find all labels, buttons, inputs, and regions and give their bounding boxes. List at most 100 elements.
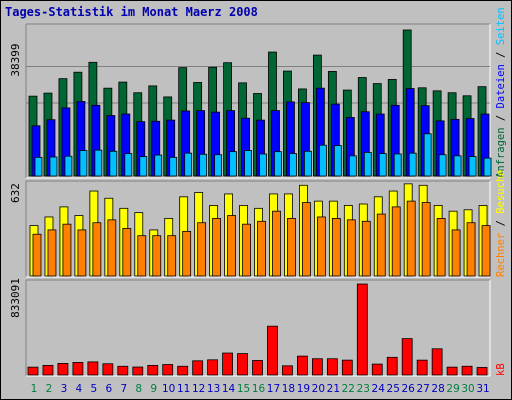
bar-kb (87, 361, 99, 376)
bar-rechner (272, 210, 281, 277)
legend-label: Anfragen / Dateien / Seiten (495, 7, 507, 178)
x-axis-day-label: 6 (105, 383, 112, 395)
bar-seiten (124, 153, 133, 177)
chart-title: Tages-Statistik im Monat Maerz 2008 (5, 5, 258, 19)
bar-seiten (318, 144, 327, 177)
bar-rechner (62, 223, 72, 277)
bar-seiten (259, 153, 267, 177)
bar-seiten (154, 154, 163, 177)
bar-rechner (316, 216, 326, 277)
bar-seiten (139, 156, 148, 177)
bar-kb (147, 364, 159, 376)
bar-seiten (483, 157, 492, 177)
bar-kb (461, 365, 473, 376)
x-axis-day-label: 4 (76, 383, 83, 395)
y-max-label: 833091 (9, 278, 22, 318)
bar-kb (192, 360, 204, 376)
x-axis-day-label: 14 (222, 383, 236, 395)
legend-label-part: / (495, 45, 507, 64)
bar-rechner (197, 222, 207, 277)
x-axis-day-label: 31 (476, 383, 489, 395)
bar-kb (72, 362, 84, 376)
bar-seiten (109, 150, 118, 177)
bar-kb (356, 283, 368, 376)
bar-rechner (212, 218, 222, 277)
x-axis-day-label: 13 (207, 383, 220, 395)
bar-rechner (466, 222, 476, 277)
bar-rechner (92, 222, 102, 277)
bar-kb (446, 366, 458, 376)
bar-seiten (244, 150, 252, 177)
bar-kb (311, 358, 323, 376)
legend-label: Rechner / Besuche (495, 170, 507, 278)
x-axis-day-label: 25 (387, 383, 400, 395)
bar-seiten (304, 150, 312, 177)
bar-seiten (408, 152, 417, 177)
bar-seiten (64, 155, 73, 177)
x-axis-day-label: 21 (327, 383, 340, 395)
bar-rechner (421, 202, 431, 277)
bar-seiten (79, 150, 88, 177)
x-axis-day-label: 29 (446, 383, 459, 395)
bar-kb (282, 365, 293, 376)
legend-label-part: kB (495, 363, 507, 376)
bar-seiten (453, 155, 462, 177)
panel-background (26, 280, 490, 376)
bar-rechner (107, 219, 117, 277)
x-axis-day-label: 28 (431, 383, 444, 395)
bar-kb (117, 365, 129, 376)
legend-label-part: Anfragen (495, 127, 507, 178)
bar-seiten (468, 156, 477, 177)
x-axis-day-label: 22 (342, 383, 355, 395)
bar-kb (341, 359, 353, 376)
x-axis-day-label: 27 (416, 383, 429, 395)
bar-seiten (333, 145, 342, 177)
bar-seiten (169, 156, 178, 177)
bar-seiten (378, 153, 387, 177)
bar-rechner (391, 206, 401, 277)
x-axis-day-label: 24 (372, 383, 386, 395)
bar-seiten (289, 153, 297, 177)
x-axis-day-label: 19 (297, 383, 310, 395)
bar-rechner (77, 229, 87, 277)
x-axis-day-label: 8 (135, 383, 142, 395)
bar-kb (401, 338, 413, 376)
bar-kb (57, 363, 69, 376)
bar-rechner (361, 220, 371, 277)
x-axis-day-label: 10 (162, 383, 175, 395)
legend-label-part: / (495, 108, 507, 127)
legend-label-part: Seiten (495, 7, 507, 45)
bar-rechner (227, 215, 236, 277)
legend-label-part: Rechner (495, 233, 507, 277)
bar-rechner (167, 235, 177, 277)
bar-kb (297, 355, 308, 376)
bar-rechner (346, 219, 356, 277)
bar-rechner (406, 200, 416, 277)
bar-seiten (423, 133, 432, 177)
bar-rechner (376, 213, 386, 277)
bar-rechner (242, 223, 251, 277)
bar-rechner (137, 235, 147, 277)
bar-rechner (47, 229, 57, 277)
bar-rechner (152, 235, 162, 277)
bar-kb (431, 348, 443, 376)
bar-kb (326, 358, 338, 376)
bar-kb (222, 352, 233, 376)
bar-seiten (229, 151, 237, 177)
x-axis-day-label: 30 (461, 383, 474, 395)
x-axis-day-label: 23 (357, 383, 370, 395)
bar-kb (162, 364, 174, 376)
x-axis-day-label: 26 (401, 383, 415, 395)
bar-seiten (363, 152, 372, 177)
bar-seiten (438, 154, 447, 177)
bar-seiten (214, 154, 223, 177)
bar-kb (132, 366, 144, 376)
bar-seiten (94, 149, 103, 177)
bar-kb (102, 363, 114, 376)
bar-seiten (274, 151, 282, 177)
bar-rechner (32, 233, 42, 277)
bar-rechner (451, 229, 461, 277)
bar-kb (252, 360, 263, 376)
bar-seiten (49, 156, 58, 177)
